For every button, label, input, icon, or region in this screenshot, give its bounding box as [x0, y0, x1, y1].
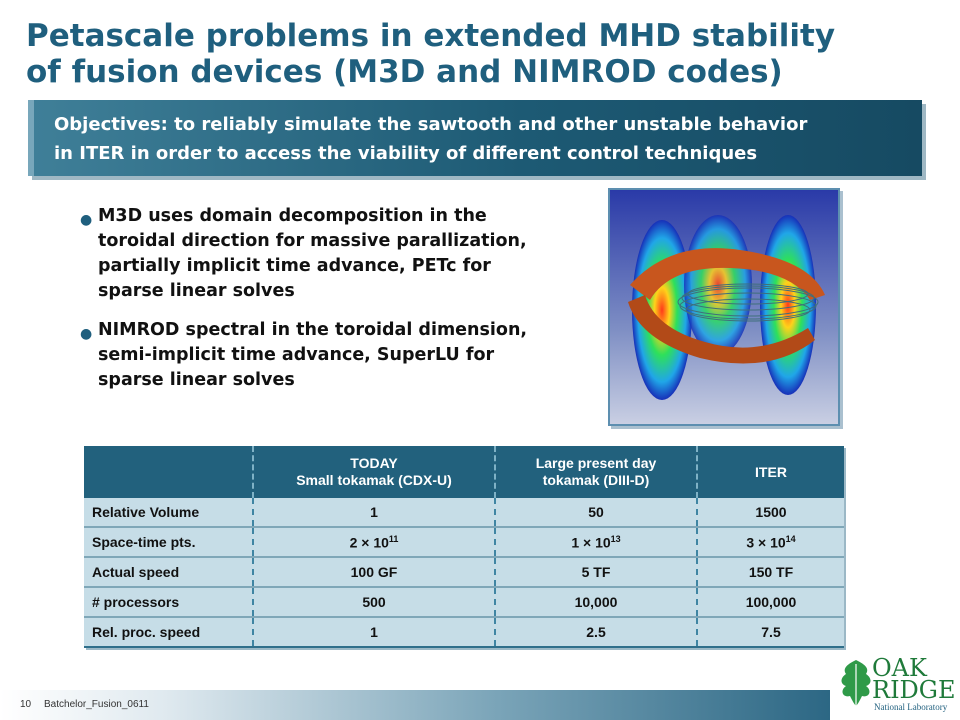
bullet-icon: ● — [80, 212, 93, 228]
header-text: Small tokamak (CDX-U) — [296, 472, 452, 488]
table-header-cell: Large present day tokamak (DIII-D) — [495, 446, 698, 498]
table-cell: 5 TF — [495, 557, 698, 588]
oak-ridge-logo: OAK RIDGE National Laboratory — [838, 652, 955, 714]
tokamak-simulation-image — [608, 188, 840, 426]
slide-title-line-1: Petascale problems in extended MHD stabi… — [26, 18, 836, 54]
table-cell: 7.5 — [697, 617, 844, 648]
row-label: Actual speed — [84, 557, 254, 588]
bullet-list: ● M3D uses domain decomposition in the t… — [80, 204, 605, 407]
table-cell: 500 — [253, 587, 496, 618]
bullet-line: M3D uses domain decomposition in the — [98, 206, 487, 226]
table-cell: 100,000 — [697, 587, 844, 618]
table-header-cell — [84, 446, 254, 498]
header-text: TODAY — [350, 455, 398, 471]
bullet-line: NIMROD spectral in the toroidal dimensio… — [98, 320, 528, 340]
table-cell: 2.5 — [495, 617, 698, 648]
table-cell: 100 GF — [253, 557, 496, 588]
tokamak-simulation-graphic — [610, 190, 838, 424]
table-cell: 150 TF — [697, 557, 844, 588]
header-text: Large present day — [535, 455, 657, 471]
cell-exponent: 14 — [785, 533, 796, 544]
logo-subtitle: National Laboratory — [874, 702, 948, 712]
slide-title: Petascale problems in extended MHD stabi… — [26, 18, 936, 90]
table-cell: 1 × 1013 — [495, 527, 698, 558]
row-label: Relative Volume — [84, 498, 254, 528]
table-row: # processors 500 10,000 100,000 — [84, 587, 844, 618]
table-cell: 50 — [495, 498, 698, 528]
objectives-banner: Objectives: to reliably simulate the saw… — [28, 100, 922, 176]
table-cell: 1 — [253, 498, 496, 528]
cell-exponent: 11 — [388, 533, 399, 544]
header-text: tokamak (DIII-D) — [542, 472, 650, 488]
cell-mantissa: 3 × 10 — [746, 534, 786, 551]
table-cell: 1500 — [697, 498, 844, 528]
oak-leaf-icon — [841, 660, 871, 706]
bullet-line: semi-implicit time advance, SuperLU for — [98, 345, 495, 365]
table-header-cell: TODAY Small tokamak (CDX-U) — [253, 446, 496, 498]
cell-exponent: 13 — [610, 533, 621, 544]
table-header-cell: ITER — [697, 446, 844, 498]
table-cell: 10,000 — [495, 587, 698, 618]
bullet-line: sparse linear solves — [98, 281, 295, 301]
bullet-nimrod: ● NIMROD spectral in the toroidal dimens… — [80, 318, 605, 393]
table-cell: 1 — [253, 617, 496, 648]
comparison-table: TODAY Small tokamak (CDX-U) Large presen… — [84, 446, 844, 648]
table-row: Actual speed 100 GF 5 TF 150 TF — [84, 557, 844, 588]
cell-mantissa: 1 × 10 — [571, 534, 611, 551]
bullet-line: sparse linear solves — [98, 370, 295, 390]
bullet-line: toroidal direction for massive paralliza… — [98, 231, 527, 251]
table-cell: 2 × 1011 — [253, 527, 496, 558]
objectives-line-1: Objectives: to reliably simulate the saw… — [54, 114, 808, 135]
objectives-text: Objectives: to reliably simulate the saw… — [54, 110, 914, 168]
table-row: Rel. proc. speed 1 2.5 7.5 — [84, 617, 844, 648]
table-header-row: TODAY Small tokamak (CDX-U) Large presen… — [84, 446, 844, 498]
footer-text: Batchelor_Fusion_0611 — [44, 699, 149, 710]
bullet-m3d: ● M3D uses domain decomposition in the t… — [80, 204, 605, 304]
bullet-icon: ● — [80, 326, 93, 342]
logo-word-ridge: RIDGE — [872, 676, 956, 704]
row-label: Rel. proc. speed — [84, 617, 254, 648]
cell-mantissa: 2 × 10 — [349, 534, 389, 551]
slide-title-line-2: of fusion devices (M3D and NIMROD codes) — [26, 54, 783, 90]
footer-bar — [0, 690, 830, 720]
objectives-line-2: in ITER in order to access the viability… — [54, 143, 758, 164]
logo-word-oak: OAK — [872, 654, 927, 682]
table-row: Space-time pts. 2 × 1011 1 × 1013 3 × 10… — [84, 527, 844, 558]
row-label: # processors — [84, 587, 254, 618]
page-number: 10 — [20, 699, 32, 710]
table-cell: 3 × 1014 — [697, 527, 844, 558]
table-row: Relative Volume 1 50 1500 — [84, 498, 844, 528]
row-label: Space-time pts. — [84, 527, 254, 558]
bullet-line: partially implicit time advance, PETc fo… — [98, 256, 491, 276]
